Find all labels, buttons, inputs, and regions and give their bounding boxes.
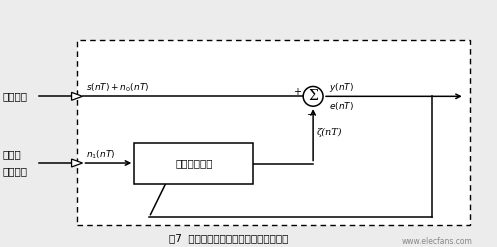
Circle shape xyxy=(303,86,323,106)
Text: 原始输入: 原始输入 xyxy=(3,91,28,101)
Text: 自适应滤波器: 自适应滤波器 xyxy=(175,159,213,168)
Text: $s(nT)+n_0(nT)$: $s(nT)+n_0(nT)$ xyxy=(86,82,150,94)
Bar xyxy=(77,40,470,225)
Bar xyxy=(134,143,253,184)
Text: ζ(nT): ζ(nT) xyxy=(317,128,342,137)
Text: $y(nT)$: $y(nT)$ xyxy=(329,82,354,94)
Text: 参考噪声: 参考噪声 xyxy=(3,166,28,176)
Text: 图7  自适应噪声抗消器消除噪声的结构图: 图7 自适应噪声抗消器消除噪声的结构图 xyxy=(169,233,288,243)
Polygon shape xyxy=(72,92,83,100)
Text: +: + xyxy=(293,87,301,97)
Polygon shape xyxy=(72,159,83,167)
Text: −: − xyxy=(307,110,316,120)
Text: 互相关: 互相关 xyxy=(3,150,22,160)
Text: $n_1(nT)$: $n_1(nT)$ xyxy=(86,148,115,161)
Text: Σ: Σ xyxy=(308,89,318,103)
Text: www.elecfans.com: www.elecfans.com xyxy=(402,237,473,246)
Text: $e(nT)$: $e(nT)$ xyxy=(329,100,354,112)
